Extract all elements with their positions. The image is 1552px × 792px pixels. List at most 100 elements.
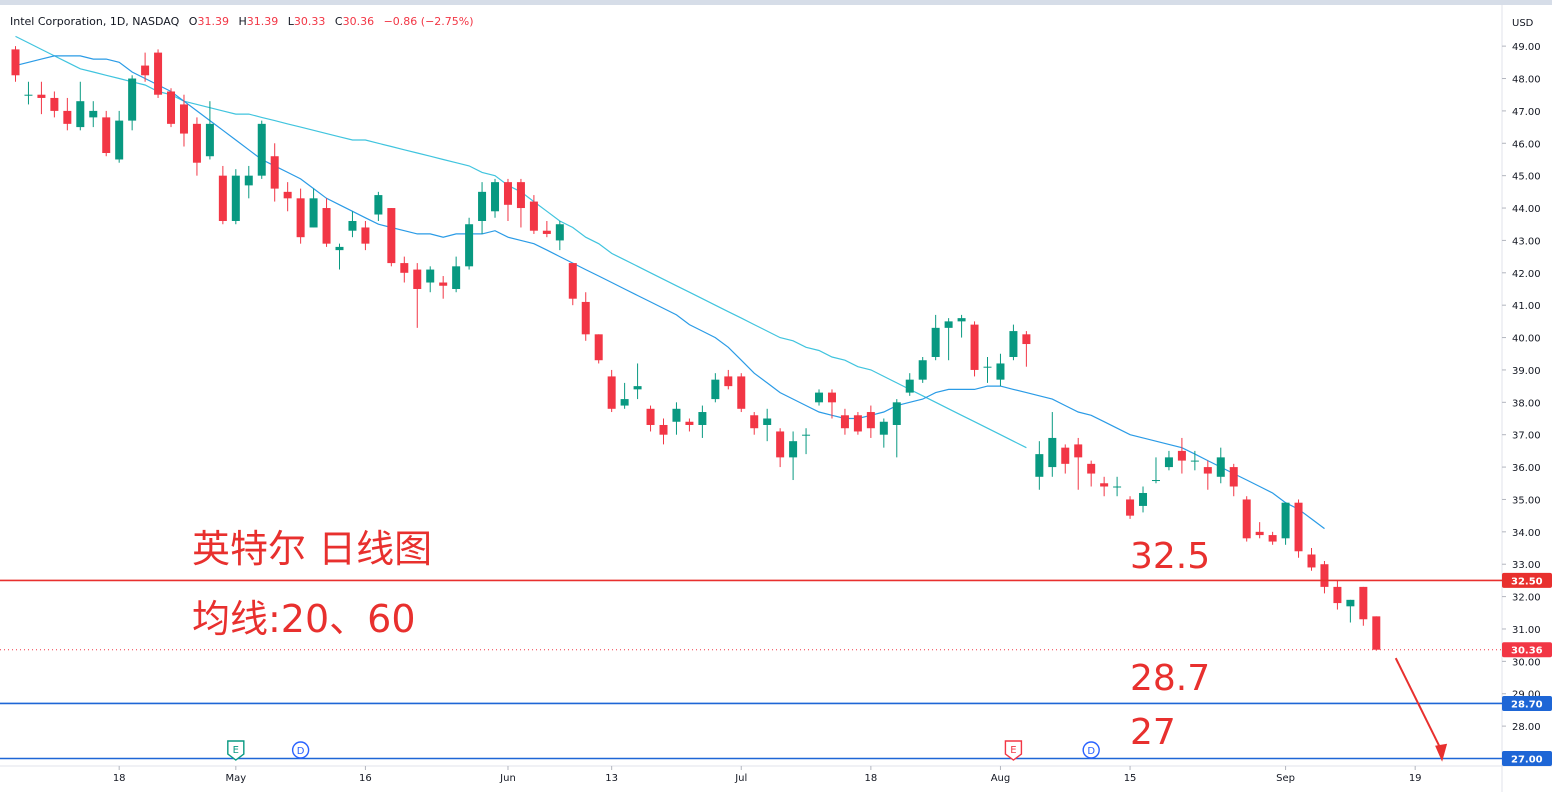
y-tick-label: 33.00 <box>1512 560 1541 571</box>
candle-body <box>503 182 512 205</box>
y-tick-label: 38.00 <box>1512 398 1541 409</box>
candle-body <box>115 120 124 160</box>
y-tick-label: 28.00 <box>1512 722 1541 733</box>
currency-label: USD <box>1512 18 1534 29</box>
candle-body <box>957 318 966 322</box>
price-tag-label: 32.50 <box>1511 576 1543 587</box>
candle-body <box>1126 499 1135 516</box>
y-tick-label: 46.00 <box>1512 139 1541 150</box>
candle-body <box>439 282 448 286</box>
candle-body <box>50 97 59 111</box>
candle-body <box>581 301 590 335</box>
ma20-line <box>15 55 1325 530</box>
candle-body <box>270 156 279 189</box>
y-tick-label: 42.00 <box>1512 269 1541 280</box>
candle-body <box>905 379 914 393</box>
candle-body <box>1151 480 1160 482</box>
legend-low-label: L <box>287 15 294 28</box>
candle-body <box>1113 486 1122 488</box>
candle-body <box>776 431 785 458</box>
candle-body <box>24 94 33 96</box>
candle-body <box>452 266 461 289</box>
earnings-marker[interactable] <box>227 740 245 761</box>
candle-body <box>1190 460 1199 462</box>
y-tick-label: 37.00 <box>1512 431 1541 442</box>
candle-body <box>802 434 811 436</box>
candle-body <box>257 123 266 176</box>
dividend-marker[interactable] <box>291 741 310 759</box>
candle-body <box>1164 457 1173 468</box>
y-tick-label: 43.00 <box>1512 236 1541 247</box>
candle-body <box>1048 437 1057 468</box>
candle-body <box>646 408 655 425</box>
y-tick-label: 44.00 <box>1512 204 1541 215</box>
legend-high-value: 31.39 <box>246 15 279 28</box>
price-tag-label: 28.70 <box>1511 699 1543 710</box>
candle-body <box>840 415 849 429</box>
candle-body <box>76 101 85 128</box>
candle-body <box>750 415 759 429</box>
annotation-ma-note: 均线:20、60 <box>192 597 416 641</box>
candle-body <box>1022 334 1031 345</box>
candle-body <box>672 408 681 422</box>
candle-body <box>1255 531 1264 536</box>
candle-body <box>1216 457 1225 477</box>
x-tick-label: 18 <box>864 773 877 784</box>
price-tag-label: 27.00 <box>1511 755 1543 766</box>
candle-body <box>607 376 616 409</box>
legend-close-label: C <box>334 15 343 28</box>
candle-body <box>361 227 370 244</box>
candle-body <box>633 386 642 390</box>
candle-body <box>413 269 422 289</box>
x-tick-label: 15 <box>1124 773 1137 784</box>
x-tick-label: 19 <box>1409 773 1422 784</box>
candle-body <box>1229 467 1238 487</box>
candle-body <box>970 324 979 370</box>
candle-body <box>102 117 111 153</box>
y-tick-label: 41.00 <box>1512 301 1541 312</box>
x-tick-label: Jun <box>499 773 516 784</box>
candle-body <box>996 363 1005 380</box>
y-tick-label: 49.00 <box>1512 42 1541 53</box>
annotation-level-27: 27 <box>1130 712 1176 753</box>
candle-body <box>944 321 953 328</box>
chart-legend: Intel Corporation, 1D, NASDAQ O31.39 H31… <box>10 15 474 28</box>
candle-body <box>1061 447 1070 464</box>
x-tick-label: 16 <box>359 773 372 784</box>
candle-body <box>37 94 46 98</box>
candle-body <box>309 198 318 228</box>
y-tick-label: 48.00 <box>1512 75 1541 86</box>
candle-body <box>1009 331 1018 357</box>
candle-body <box>296 198 305 238</box>
dividend-marker[interactable] <box>1082 741 1100 759</box>
candle-body <box>815 392 824 403</box>
candle-body <box>620 399 629 406</box>
candle-body <box>1035 454 1044 477</box>
x-tick-label: 18 <box>113 773 126 784</box>
candle-body <box>516 182 525 209</box>
candle-body <box>154 52 163 95</box>
candle-body <box>465 224 474 267</box>
candle-body <box>594 334 603 361</box>
last-price-tag-bg <box>1502 642 1552 658</box>
x-tick-label: Aug <box>991 773 1011 784</box>
candle-body <box>167 91 176 124</box>
y-tick-label: 36.00 <box>1512 463 1541 474</box>
y-tick-label: 35.00 <box>1512 495 1541 506</box>
candle-body <box>737 376 746 409</box>
candle-body <box>205 123 214 157</box>
price-tag-bg <box>1502 695 1552 711</box>
candle-body <box>983 366 992 368</box>
y-tick-label: 31.00 <box>1512 625 1541 636</box>
candle-body <box>478 191 487 221</box>
annotation-title: 英特尔 日线图 <box>192 527 433 571</box>
candle-body <box>555 224 564 241</box>
candle-body <box>1307 554 1316 568</box>
candle-body <box>89 110 98 118</box>
earnings-marker-label: E <box>233 745 239 756</box>
y-tick-label: 32.00 <box>1512 593 1541 604</box>
earnings-marker[interactable] <box>1004 740 1023 761</box>
candle-body <box>1203 467 1212 474</box>
candle-body <box>789 441 798 458</box>
